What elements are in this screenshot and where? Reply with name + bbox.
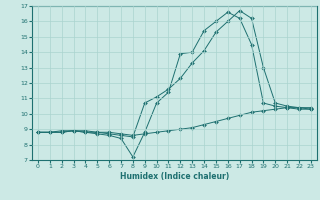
X-axis label: Humidex (Indice chaleur): Humidex (Indice chaleur) bbox=[120, 172, 229, 181]
